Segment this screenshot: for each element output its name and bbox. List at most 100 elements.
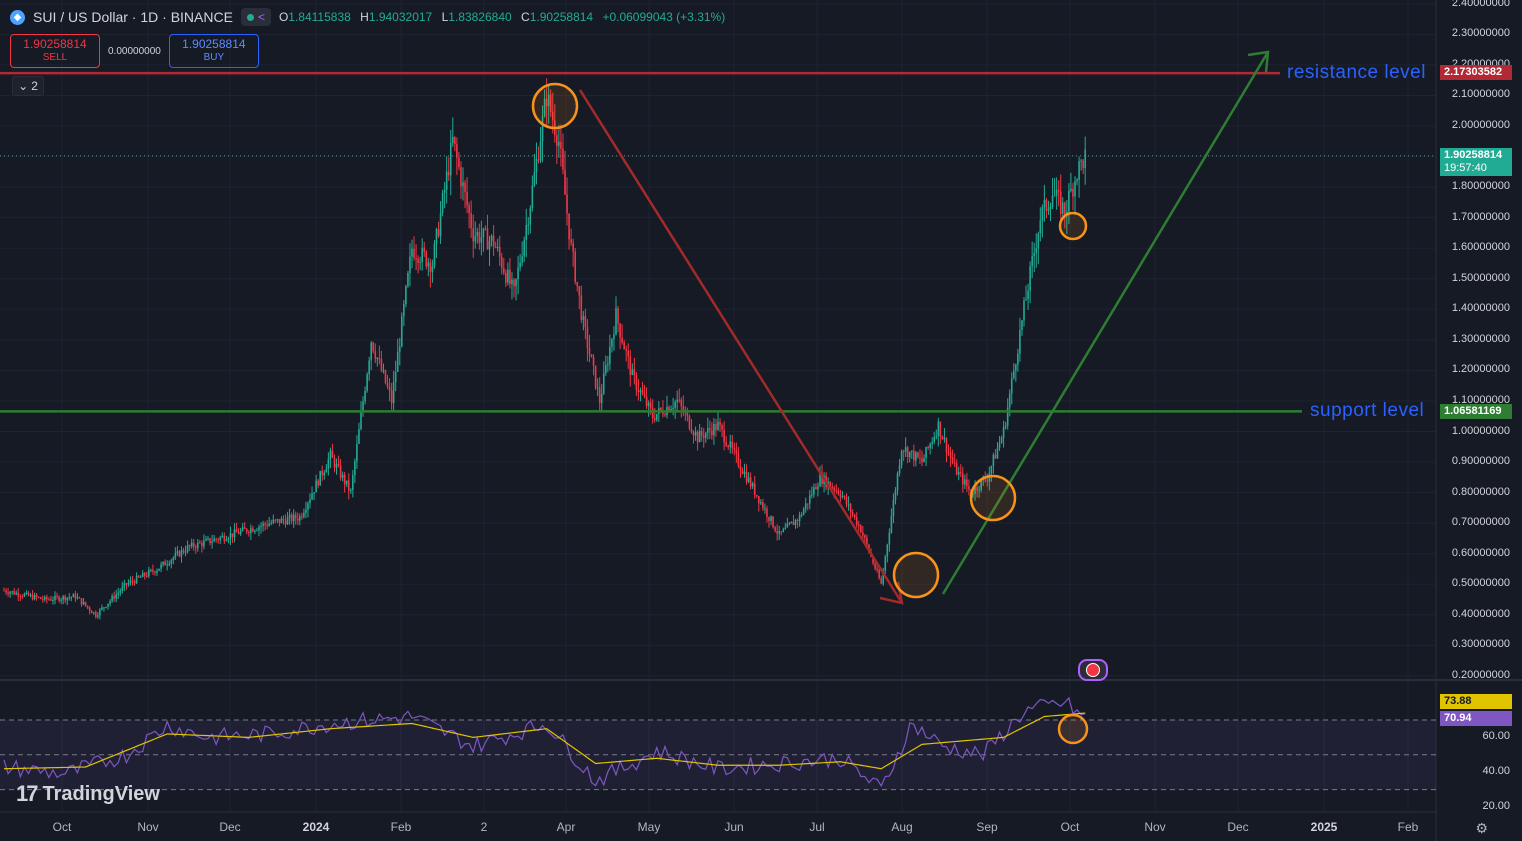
candle-body bbox=[558, 141, 560, 146]
current-price-badge: 1.90258814 19:57:40 bbox=[1440, 148, 1512, 176]
candle-body bbox=[731, 441, 734, 449]
candle-body bbox=[160, 564, 162, 569]
candle-body bbox=[496, 247, 499, 249]
candle-body bbox=[768, 517, 770, 521]
candle-body bbox=[906, 447, 909, 458]
up-trend-arrowhead bbox=[1247, 50, 1270, 73]
candle-body bbox=[509, 269, 511, 285]
candle-body bbox=[86, 605, 89, 608]
candle-body bbox=[227, 538, 230, 541]
candle-body bbox=[1049, 207, 1052, 209]
candle-body bbox=[333, 457, 336, 468]
sell-button[interactable]: 1.90258814 SELL bbox=[10, 34, 100, 68]
candle-body bbox=[878, 569, 880, 579]
candle-body bbox=[407, 272, 409, 287]
candle-body bbox=[551, 111, 554, 121]
trade-panel: 1.90258814 SELL 0.00000000 1.90258814 BU… bbox=[10, 34, 259, 68]
ohlc-values: O1.84115838 H1.94032017 L1.83826840 C1.9… bbox=[278, 10, 726, 24]
candle-body bbox=[148, 570, 150, 576]
candle-body bbox=[211, 541, 213, 543]
candle-body bbox=[576, 282, 579, 287]
price-tick-label: 1.30000000 bbox=[1451, 332, 1510, 345]
circle-higher-low bbox=[969, 474, 1017, 522]
candle-body bbox=[1035, 248, 1038, 253]
candle-body bbox=[676, 399, 678, 403]
candle-body bbox=[90, 610, 93, 614]
candle-body bbox=[339, 465, 342, 478]
candle-body bbox=[682, 406, 685, 413]
candle-body bbox=[472, 228, 474, 242]
economic-event-flag[interactable] bbox=[1078, 659, 1108, 681]
candle-body bbox=[847, 504, 850, 506]
candle-body bbox=[835, 490, 838, 492]
candle-body bbox=[737, 453, 740, 466]
indicators-collapse-button[interactable]: ⌄ 2 bbox=[12, 76, 44, 96]
candle-body bbox=[904, 447, 907, 452]
rsi-tick-label: 20.00 bbox=[1482, 800, 1510, 812]
buy-button[interactable]: 1.90258814 BUY bbox=[168, 34, 259, 68]
candle-body bbox=[241, 527, 244, 531]
candle-body bbox=[164, 561, 166, 566]
candle-body bbox=[990, 466, 993, 474]
price-tick-label: 2.40000000 bbox=[1451, 0, 1510, 9]
candle-body bbox=[494, 246, 497, 248]
price-tick-label: 1.00000000 bbox=[1451, 424, 1510, 437]
candle-body bbox=[341, 474, 344, 478]
candle-body bbox=[292, 514, 295, 522]
candle-body bbox=[474, 235, 477, 242]
candle-body bbox=[647, 402, 650, 406]
candle-body bbox=[435, 229, 438, 244]
candle-body bbox=[44, 596, 46, 600]
candle-body bbox=[182, 550, 185, 553]
candle-body bbox=[692, 432, 695, 436]
candle-body bbox=[294, 514, 297, 519]
candle-body bbox=[233, 529, 236, 537]
time-tick-label: Nov bbox=[137, 820, 159, 834]
candle-body bbox=[176, 551, 179, 554]
candle-body bbox=[627, 350, 630, 357]
candle-body bbox=[764, 508, 766, 510]
candle-body bbox=[478, 232, 481, 243]
candle-body bbox=[527, 224, 530, 226]
candle-body bbox=[660, 407, 662, 410]
candle-body bbox=[31, 594, 34, 600]
candle-body bbox=[256, 530, 258, 532]
symbol-title[interactable]: SUI / US Dollar · 1D · BINANCE bbox=[33, 9, 233, 25]
candle-body bbox=[1006, 407, 1009, 426]
candle-body bbox=[837, 490, 840, 494]
settings-gear-icon[interactable]: ⚙ bbox=[1475, 820, 1488, 836]
candle-body bbox=[1025, 299, 1027, 301]
candle-body bbox=[545, 98, 548, 107]
candle-body bbox=[470, 213, 472, 229]
candle-body bbox=[1064, 202, 1066, 216]
candle-body bbox=[1080, 160, 1082, 162]
candle-body bbox=[684, 412, 687, 414]
candle-body bbox=[207, 538, 209, 540]
candle-body bbox=[150, 569, 152, 571]
candle-body bbox=[121, 586, 124, 591]
chevron-down-icon: ⌄ bbox=[18, 79, 29, 93]
candle-body bbox=[1041, 207, 1044, 221]
candle-body bbox=[751, 483, 754, 487]
candle-body bbox=[709, 427, 711, 431]
candle-body bbox=[596, 387, 599, 389]
candle-body bbox=[411, 248, 413, 257]
rsi-ma-line bbox=[3, 712, 1086, 770]
candle-body bbox=[309, 499, 311, 504]
candle-body bbox=[356, 443, 358, 462]
candle-body bbox=[278, 519, 281, 524]
candle-body bbox=[105, 606, 107, 608]
candle-body bbox=[329, 450, 332, 460]
candle-body bbox=[641, 390, 644, 395]
candle-body bbox=[288, 514, 291, 518]
candle-body bbox=[35, 594, 38, 598]
candle-body bbox=[276, 519, 279, 521]
market-status[interactable]: < bbox=[240, 8, 271, 26]
candle-body bbox=[29, 594, 32, 596]
candle-body bbox=[941, 436, 944, 440]
candle-body bbox=[864, 535, 866, 538]
candle-body bbox=[9, 592, 11, 594]
candle-body bbox=[535, 159, 538, 173]
candle-body bbox=[46, 596, 48, 600]
